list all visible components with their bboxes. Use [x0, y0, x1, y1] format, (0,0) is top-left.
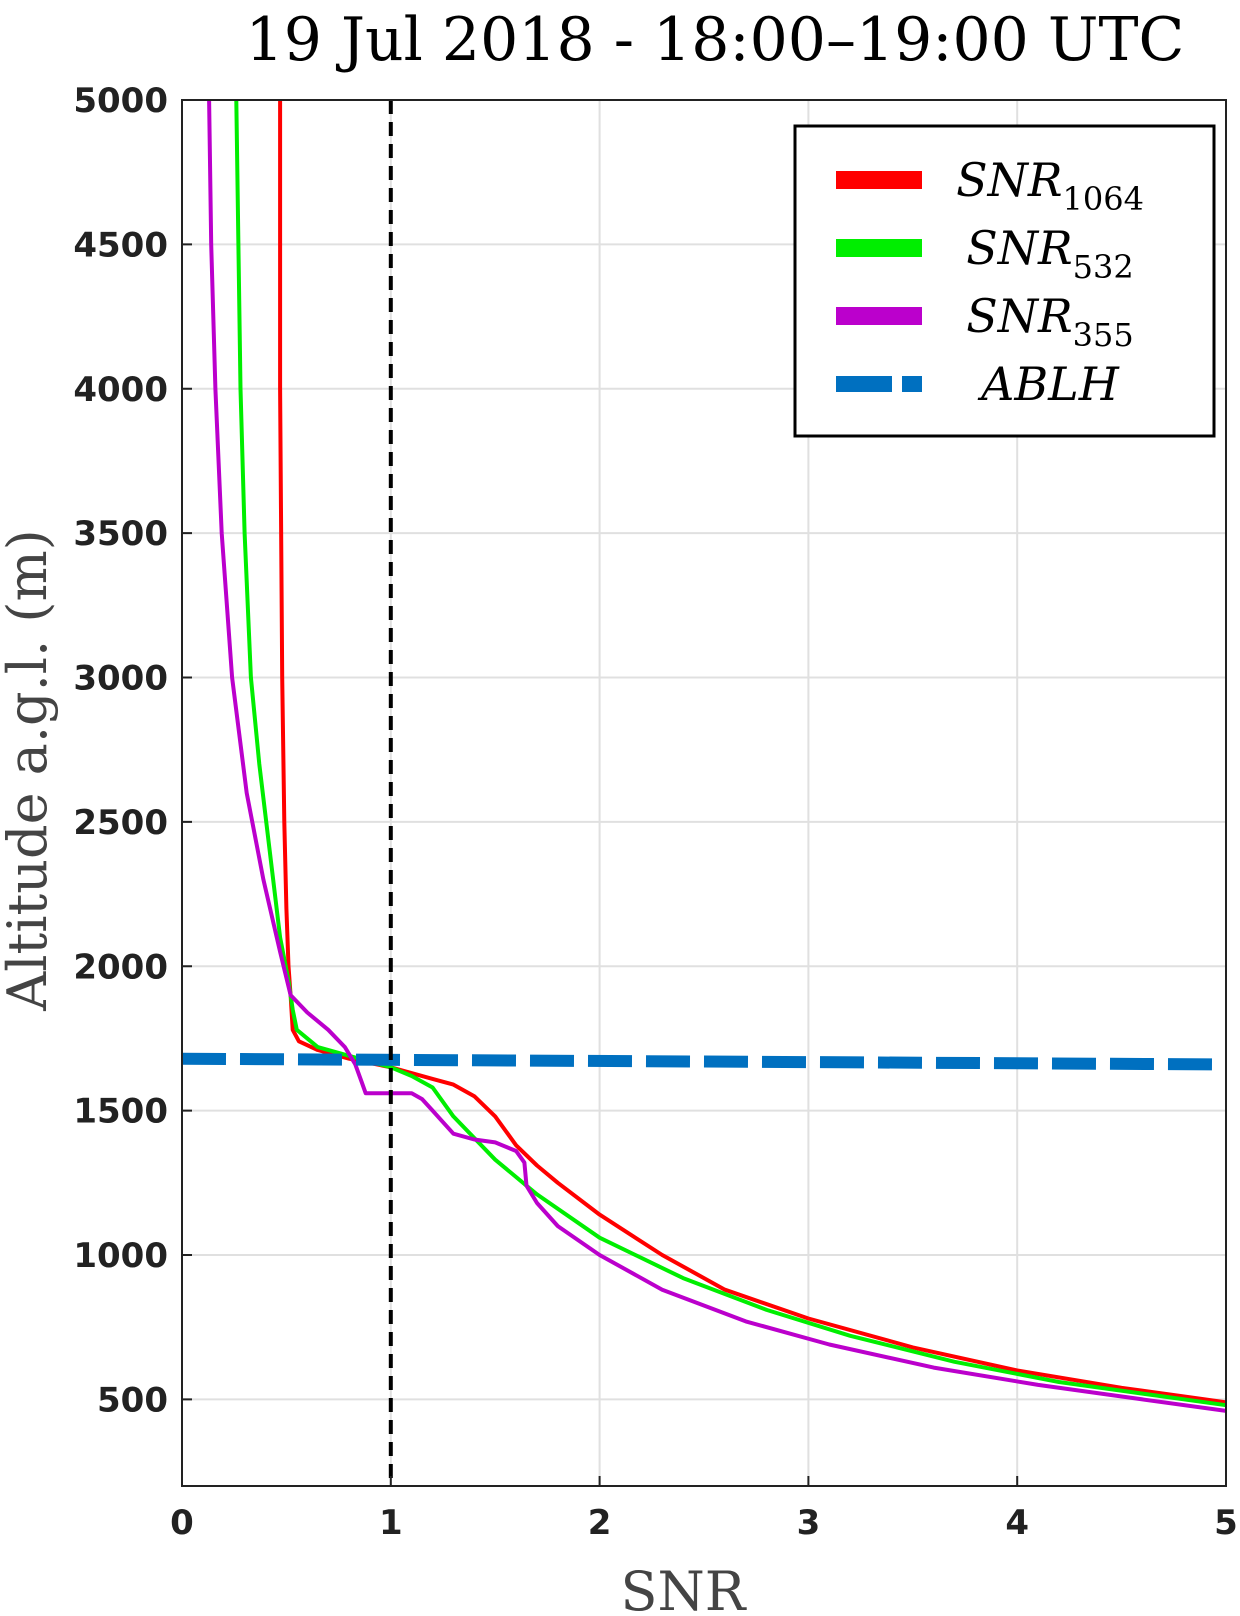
- y-axis-label: Altitude a.g.l. (m): [0, 529, 59, 1011]
- y-tick-label: 3500: [73, 514, 168, 554]
- y-tick-label: 5000: [73, 81, 168, 121]
- series-lines: [207, 99, 1227, 1413]
- axis-ticks: 0 1 2 3 4 5 500 1000 1500 2000 2500 3000 3500 4000 450…: [73, 81, 1237, 1543]
- reference-lines: [181, 100, 1227, 1486]
- legend-label: SNR355: [966, 289, 1133, 354]
- y-tick-label: 500: [97, 1380, 168, 1420]
- x-tick-label: 1: [379, 1503, 403, 1543]
- legend-label: ABLH: [977, 357, 1120, 411]
- series-line-snr-355: [207, 99, 1227, 1413]
- plot-frame: [181, 99, 1227, 1487]
- x-tick-label: 0: [170, 1503, 194, 1543]
- y-tick-label: 1500: [73, 1092, 168, 1132]
- x-tick-label: 2: [588, 1503, 612, 1543]
- series-line-snr-532: [234, 99, 1227, 1408]
- legend-label: SNR532: [966, 221, 1133, 286]
- y-tick-label: 3000: [73, 659, 168, 699]
- y-tick-label: 2500: [73, 803, 168, 843]
- y-tick-label: 2000: [73, 947, 168, 987]
- legend-label: SNR1064: [956, 153, 1144, 218]
- y-tick-label: 4500: [73, 225, 168, 265]
- series-line-ablh: [181, 1052, 1227, 1071]
- series-line-snr-1064: [278, 100, 1227, 1405]
- x-tick-label: 3: [797, 1503, 821, 1543]
- y-tick-label: 1000: [73, 1236, 168, 1276]
- x-tick-label: 4: [1005, 1503, 1029, 1543]
- x-axis-label: SNR: [621, 1560, 747, 1616]
- chart-title: 19 Jul 2018 - 18:00–19:00 UTC: [246, 5, 1185, 75]
- y-tick-label: 4000: [73, 370, 168, 410]
- x-tick-label: 5: [1214, 1503, 1238, 1543]
